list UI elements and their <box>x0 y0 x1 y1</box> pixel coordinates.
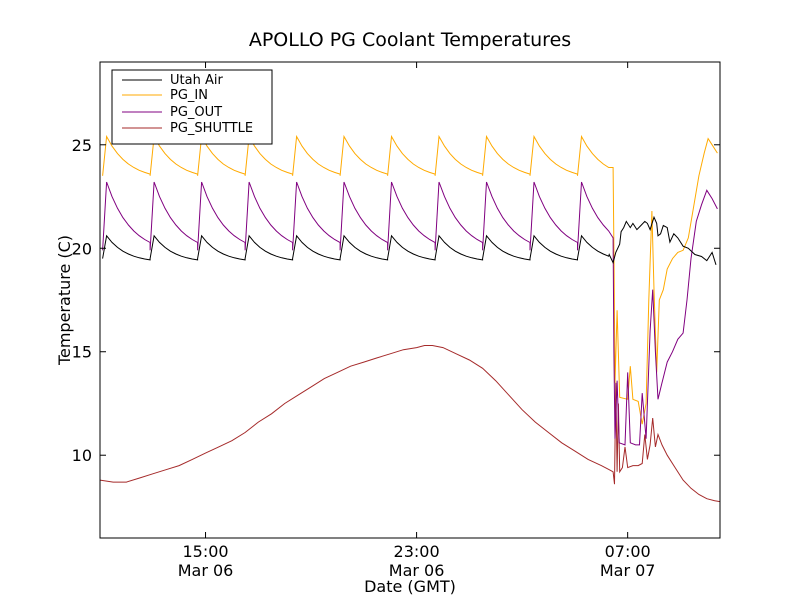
y-tick-label: 20 <box>72 239 92 258</box>
y-axis-label: Temperature (C) <box>55 235 74 366</box>
x-tick-label: 15:00 <box>182 542 228 561</box>
x-axis-label: Date (GMT) <box>364 577 456 596</box>
x-tick-label: Mar 07 <box>600 561 656 580</box>
series-layer <box>100 134 720 503</box>
series-line-pg-in <box>102 134 718 425</box>
chart-title: APOLLO PG Coolant Temperatures <box>249 29 571 51</box>
x-tick-label: Mar 06 <box>178 561 234 580</box>
y-axis: 10 15 20 25 <box>72 136 720 465</box>
legend-label-pg-shuttle: PG_SHUTTLE <box>170 121 253 136</box>
y-tick-label: 10 <box>72 446 92 465</box>
legend-label-pg-out: PG_OUT <box>170 105 222 120</box>
series-line-pg-out <box>102 181 718 446</box>
legend: Utah Air PG_IN PG_OUT PG_SHUTTLE <box>111 69 273 145</box>
y-tick-label: 25 <box>72 136 92 155</box>
x-tick-label: 23:00 <box>394 542 440 561</box>
plot-frame <box>99 61 721 539</box>
legend-label-utah-air: Utah Air <box>170 73 223 88</box>
x-tick-label: Mar 06 <box>389 561 445 580</box>
series-line-utah-air <box>102 215 717 265</box>
x-tick-label: 07:00 <box>605 542 651 561</box>
y-tick-label: 15 <box>72 343 92 362</box>
series-line-pg-shuttle <box>100 345 720 503</box>
legend-box <box>111 69 273 145</box>
legend-label-pg-in: PG_IN <box>170 88 208 103</box>
